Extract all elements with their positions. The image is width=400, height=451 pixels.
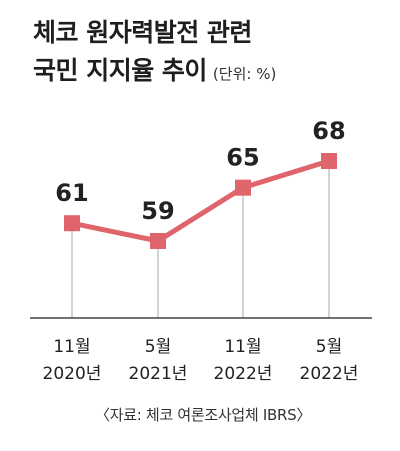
x-tick-label-month: 11월 xyxy=(53,337,90,357)
guide-lines xyxy=(71,161,330,318)
data-point-marker xyxy=(321,153,337,169)
series-line xyxy=(71,158,330,244)
x-tick-label-year: 2022년 xyxy=(214,364,273,384)
line-chart: 61 59 65 68 11월 2020년 5월 2021년 11월 2022년 5월 2022년 xyxy=(30,117,372,384)
x-tick-label-year: 2021년 xyxy=(129,364,188,384)
x-tick-label-month: 5월 xyxy=(316,337,342,357)
chart-title-line-1: 체코 원자력발전 관련 xyxy=(33,18,252,47)
data-label: 59 xyxy=(141,197,174,225)
x-tick-label-year: 2022년 xyxy=(300,364,359,384)
data-label: 65 xyxy=(226,144,259,172)
chart-title-line-2: 국민 지지율 추이 (단위: %) xyxy=(33,52,393,93)
unit-label: (단위: %) xyxy=(212,65,277,83)
x-tick-label-month: 5월 xyxy=(145,337,171,357)
source-note: 〈자료: 체코 여론조사업체 IBRS〉 xyxy=(95,406,312,424)
x-tick-label-year: 2020년 xyxy=(43,364,102,384)
data-point-marker xyxy=(235,179,251,196)
data-label: 61 xyxy=(55,179,88,207)
data-label: 68 xyxy=(312,117,345,145)
chart-title-text-2: 국민 지지율 추이 xyxy=(33,56,207,85)
value-labels: 61 59 65 68 xyxy=(55,117,345,225)
data-point-marker xyxy=(64,215,80,232)
data-point-marker xyxy=(150,233,166,249)
x-tick-labels: 11월 2020년 5월 2021년 11월 2022년 5월 2022년 xyxy=(43,337,359,384)
x-tick-label-month: 11월 xyxy=(224,337,261,357)
title-block: 체코 원자력발전 관련 국민 지지율 추이 (단위: %) xyxy=(33,14,393,93)
series-markers xyxy=(64,153,337,249)
